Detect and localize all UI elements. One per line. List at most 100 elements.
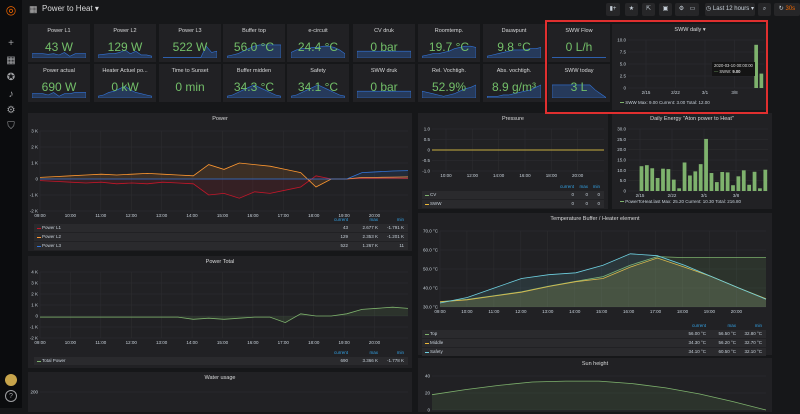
pressure-chart[interactable]: 1.0 0.5 0 -0.5 -1.0 10:00 12:00 14:00 16:00 18:00…	[418, 123, 608, 185]
x-tick-label: 3/1	[701, 193, 708, 198]
bell-icon[interactable]: ♪	[8, 89, 14, 100]
bar	[736, 176, 741, 191]
stat-power-l1[interactable]: Power L1 43 W	[28, 24, 90, 62]
stat-sww-druk[interactable]: SWW druk 0 bar	[353, 64, 415, 102]
daily-energy-chart[interactable]: 30.0 25.0 20.0 15.0 10.0 5.0 0 2/15 2/22 3/1 3/8	[612, 123, 772, 203]
panel-title[interactable]: SWW daily ▾	[674, 27, 706, 33]
energy-legend[interactable]: PowerToHeat.last Max: 25.20 Current: 10.…	[620, 199, 741, 204]
stat-abs-vochtigh[interactable]: Abs. vochtigh. 8.9 g/m³	[483, 64, 545, 102]
refresh-button[interactable]: ↻ 30s	[774, 3, 800, 16]
legend-row[interactable]: Power L3 11 1.267 K 522	[34, 242, 408, 250]
stat-sww-today[interactable]: SWW today 3 L	[548, 64, 610, 102]
bar	[677, 188, 682, 191]
plus-icon[interactable]: +	[8, 38, 14, 49]
pressure-panel: Pressure 1.0 0.5 0 -0.5 -1.0 10:00 12:00 14:00 1…	[418, 113, 608, 209]
legend-header: min max current	[422, 184, 604, 191]
sww-daily-chart[interactable]: 10.0 7.5 5.0 2.5 0 2/15 2/22 3/1 3/8	[612, 34, 768, 104]
dashboard-title[interactable]: Power to Heat ▾	[42, 4, 99, 13]
legend-header-max[interactable]: max	[369, 217, 378, 222]
legend-header-current[interactable]: current	[691, 323, 706, 328]
x-tick-label: 14:00	[569, 309, 581, 314]
settings-button[interactable]: ⚙	[675, 3, 688, 16]
x-tick-label: 10:00	[65, 340, 77, 345]
help-icon[interactable]: ?	[5, 390, 17, 402]
legend-header-max[interactable]: max	[579, 184, 588, 189]
legend-header-current[interactable]: current	[333, 350, 348, 355]
sparkline	[422, 45, 476, 58]
stat-sww-flow[interactable]: SWW Flow 0 L/h	[548, 24, 610, 62]
legend-row[interactable]: Middle 32.70 °C 56.20 °C 34.30 °C	[422, 339, 766, 347]
y-tick-label: 5.0	[620, 178, 627, 183]
sww-legend[interactable]: SWW Max: 9.00 Current: 3.00 Total: 12.00	[620, 100, 710, 105]
tv-mode-button[interactable]: ▭	[686, 3, 699, 16]
stat-value: 34.1 °C	[297, 80, 339, 94]
legend-swatch	[37, 245, 41, 247]
share-button[interactable]: ⇱	[642, 3, 655, 16]
legend-row[interactable]: Power L1 -1.791 K 2.677 K 43	[34, 224, 408, 232]
save-button[interactable]: ▣	[659, 3, 672, 16]
star-button[interactable]: ★	[625, 3, 638, 16]
series-area	[440, 258, 766, 307]
add-panel-button[interactable]: ▮+	[606, 3, 620, 16]
legend-header-min[interactable]: min	[592, 184, 600, 189]
stat-power-l2[interactable]: Power L2 129 W	[94, 24, 156, 62]
legend-current: 0	[571, 201, 574, 206]
legend-header-max[interactable]: max	[727, 323, 736, 328]
stat-safety[interactable]: Safety 34.1 °C	[287, 64, 349, 102]
stat-value: 522 W	[172, 40, 208, 54]
legend-row[interactable]: Power L2 -1.201 K 2.353 K 129	[34, 233, 408, 241]
bar	[763, 169, 768, 191]
legend-current: 43	[342, 225, 348, 230]
temperature-chart[interactable]: 70.0 °C 60.0 °C 50.0 °C 40.0 °C 30.0 °C09:00…	[418, 225, 772, 323]
x-tick-label: 15:00	[217, 340, 229, 345]
legend-header-min[interactable]: min	[754, 323, 762, 328]
bar	[752, 171, 757, 191]
legend-swatch	[425, 351, 429, 353]
legend-header-current[interactable]: current	[559, 184, 574, 189]
dashboards-icon[interactable]: ▦	[6, 55, 16, 66]
sun-height-chart[interactable]: 40 20 0	[418, 370, 772, 414]
legend-row[interactable]: SWW 0 0 0	[422, 200, 604, 208]
series-area	[440, 256, 766, 307]
stat-dauwpunt[interactable]: Dauwpunt 9.8 °C	[483, 24, 545, 62]
stat-roomtemp[interactable]: Roomtemp. 19.7 °C	[418, 24, 480, 62]
stat-buffer-top[interactable]: Buffer top 56.0 °C	[223, 24, 285, 62]
series-area	[40, 163, 408, 187]
stat-title: Safety	[310, 68, 326, 74]
zoom-out-button[interactable]: ⌕	[758, 3, 771, 16]
grafana-logo-icon[interactable]: ◎	[5, 3, 17, 17]
stat-rel-vochtigh[interactable]: Rel. Vochtigh. 52.9%	[418, 64, 480, 102]
avatar-icon[interactable]	[5, 374, 17, 386]
stat-time-to-sunset[interactable]: Time to Sunset 0 min	[159, 64, 221, 102]
legend-row[interactable]: Top 32.80 °C 56.50 °C 56.00 °C	[422, 330, 766, 338]
stat-heater-actuel-po[interactable]: Heater Actuel po... 0 kW	[94, 64, 156, 102]
y-tick-label: -1 K	[30, 193, 38, 198]
legend-header-max[interactable]: max	[369, 350, 378, 355]
legend-header-current[interactable]: current	[333, 217, 348, 222]
stat-value: 19.7 °C	[428, 40, 470, 54]
stat-power-actual[interactable]: Power actual 690 W	[28, 64, 90, 102]
shield-icon[interactable]: ⛉	[7, 121, 15, 132]
bar	[644, 165, 649, 191]
power-chart[interactable]: 3 K 2 K 1 K 0 -1 K -2 K09:00 10:00 11:00 12:00 13…	[28, 125, 412, 225]
stat-e-circuit[interactable]: e-circuit 24.4 °C	[287, 24, 349, 62]
power-panel: Power 3 K 2 K 1 K 0 -1 K -2 K 09:00 10:00 11:00 1…	[28, 113, 412, 251]
y-tick-label: 0	[623, 189, 626, 194]
y-tick-label: 3 K	[31, 281, 38, 286]
time-range-picker[interactable]: ◷ Last 12 hours ▾	[705, 3, 755, 16]
stat-buffer-midden[interactable]: Buffer midden 34.3 °C	[223, 64, 285, 102]
explore-icon[interactable]: ✪	[6, 72, 16, 83]
water-usage-chart[interactable]: 200150	[28, 384, 412, 414]
legend-row[interactable]: Safety 32.10 °C 60.50 °C 34.10 °C	[422, 348, 766, 356]
sun-height-panel: Sun height 40 20 0	[418, 358, 772, 414]
legend-row[interactable]: CV 0 0 0	[422, 191, 604, 199]
gear-icon[interactable]: ⚙	[6, 105, 16, 116]
legend-header-min[interactable]: min	[396, 217, 404, 222]
stat-power-l3[interactable]: Power L3 522 W	[159, 24, 221, 62]
legend-row[interactable]: Total Power -1.778 K 3.366 K 690	[34, 357, 408, 365]
y-tick-label: 2 K	[31, 145, 38, 150]
legend-header-min[interactable]: min	[396, 350, 404, 355]
y-tick-label: 3 K	[31, 129, 38, 134]
stat-cv-druk[interactable]: CV druk 0 bar	[353, 24, 415, 62]
power-total-chart[interactable]: 4 K 3 K 2 K 1 K 0 -1 K -2 K09:00 10:00 11:00 12:0…	[28, 268, 412, 352]
